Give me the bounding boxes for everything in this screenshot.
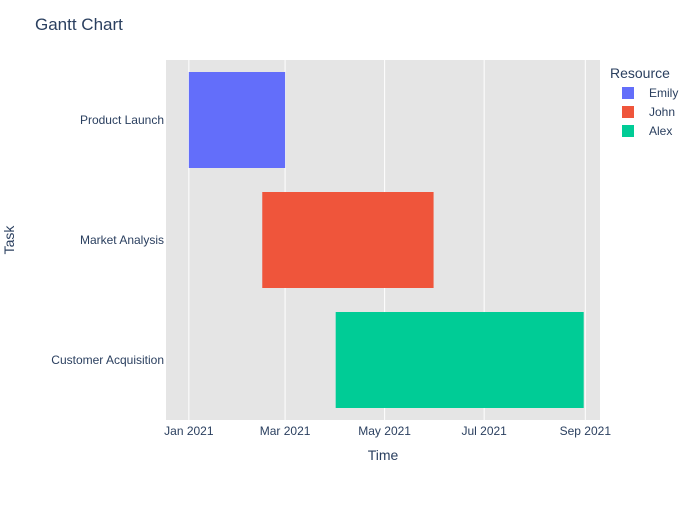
- x-tick-label: Mar 2021: [260, 424, 311, 438]
- y-axis-label: Task: [1, 225, 17, 255]
- legend: Resource Emily John Alex: [610, 65, 678, 138]
- x-tick-label: Sep 2021: [560, 424, 612, 438]
- x-tick-labels: Jan 2021 Mar 2021 May 2021 Jul 2021 Sep 2021: [164, 424, 611, 438]
- gantt-bar: [262, 192, 434, 288]
- legend-title: Resource: [610, 65, 670, 81]
- y-tick-labels: Product Launch Market Analysis Customer Ac…: [51, 113, 164, 367]
- x-tick-label: Jul 2021: [461, 424, 507, 438]
- gantt-bar: [335, 312, 584, 408]
- y-tick-label: Market Analysis: [80, 233, 164, 247]
- y-tick-label: Customer Acquisition: [51, 353, 164, 367]
- x-tick-label: May 2021: [358, 424, 411, 438]
- legend-items: Emily John Alex: [622, 86, 678, 138]
- x-axis-label: Time: [368, 447, 399, 463]
- gantt-bars: [188, 72, 584, 408]
- legend-label: Emily: [649, 86, 678, 100]
- legend-label: John: [649, 105, 675, 119]
- x-tick-label: Jan 2021: [164, 424, 214, 438]
- y-tick-label: Product Launch: [80, 113, 164, 127]
- legend-label: Alex: [649, 124, 672, 138]
- chart-title: Gantt Chart: [35, 15, 123, 34]
- legend-swatch: [622, 106, 634, 118]
- gantt-bar: [188, 72, 286, 168]
- legend-swatch: [622, 125, 634, 137]
- legend-swatch: [622, 87, 634, 99]
